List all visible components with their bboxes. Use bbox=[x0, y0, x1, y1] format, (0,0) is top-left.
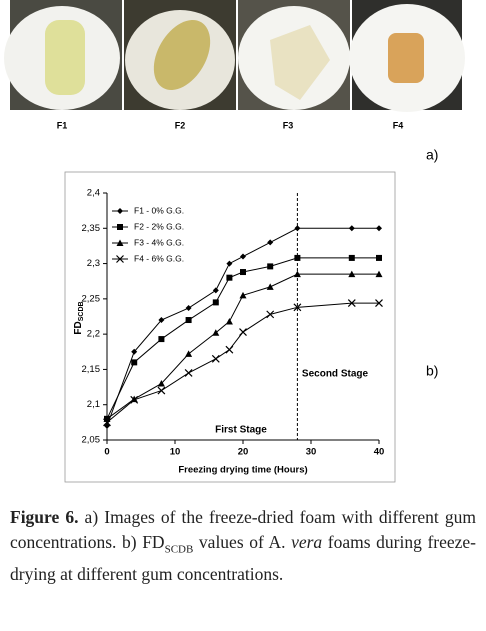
marker-diamond bbox=[226, 260, 233, 267]
marker-x bbox=[266, 310, 275, 319]
marker-square bbox=[212, 299, 219, 306]
annotation: First Stage bbox=[215, 425, 267, 436]
marker-triangle bbox=[157, 380, 165, 387]
y-label-sub: SCDB bbox=[78, 301, 85, 321]
marker-x bbox=[103, 418, 111, 427]
x-tick-label: 10 bbox=[170, 447, 181, 458]
x-tick-label: 0 bbox=[104, 447, 109, 458]
x-tick-label: 30 bbox=[306, 447, 317, 458]
legend-label: F4 - 6% G.G. bbox=[134, 253, 184, 263]
caption-text: foams during freeze-drying at different … bbox=[10, 531, 476, 584]
marker-diamond bbox=[294, 225, 301, 232]
marker-x bbox=[184, 369, 193, 377]
y-tick-label: 2,1 bbox=[87, 399, 100, 410]
photo-label: F2 bbox=[175, 120, 186, 130]
marker-square bbox=[348, 254, 355, 261]
marker-square bbox=[267, 263, 274, 270]
marker-square bbox=[240, 269, 246, 276]
legend-label: F3 - 4% G.G. bbox=[134, 237, 184, 247]
marker-x bbox=[211, 354, 220, 363]
x-axis-label: Freezing drying time (Hours) bbox=[178, 465, 307, 476]
marker-diamond bbox=[158, 317, 165, 324]
legend-label: F1 - 0% G.G. bbox=[134, 205, 184, 215]
y-tick-label: 2,15 bbox=[82, 364, 101, 375]
figure: F1 F2 F3 F4 a) b) Freezing drying time (… bbox=[4, 0, 465, 483]
caption-label: Figure 6. bbox=[10, 507, 79, 527]
legend-label: F2 - 2% G.G. bbox=[134, 221, 184, 231]
marker-x bbox=[375, 299, 383, 308]
marker-triangle bbox=[348, 270, 356, 278]
marker-diamond bbox=[117, 208, 123, 214]
panel-label: a) bbox=[426, 147, 438, 163]
chart-frame bbox=[64, 171, 396, 483]
marker-triangle bbox=[212, 329, 220, 336]
caption-text: values of A. bbox=[193, 531, 292, 552]
x-tick-label: 40 bbox=[374, 447, 385, 458]
y-tick-label: 2,25 bbox=[82, 293, 101, 304]
marker-square bbox=[185, 317, 192, 324]
annotation: Second Stage bbox=[302, 369, 369, 380]
y-tick-label: 2,35 bbox=[82, 223, 101, 234]
marker-square bbox=[131, 359, 138, 366]
caption-italic: vera bbox=[291, 531, 323, 552]
y-tick-label: 2,3 bbox=[87, 258, 100, 269]
marker-x bbox=[239, 328, 247, 336]
caption: Figure 6. a) Images of the freeze-dried … bbox=[10, 505, 476, 586]
marker-square bbox=[226, 274, 233, 281]
marker-x bbox=[225, 345, 234, 354]
marker-triangle bbox=[116, 239, 124, 246]
caption-text: a) Images of the freeze-dried foam with … bbox=[10, 507, 476, 552]
marker-x bbox=[130, 395, 139, 404]
marker-square bbox=[158, 336, 165, 343]
panel-label: b) bbox=[426, 363, 438, 379]
marker-square bbox=[376, 254, 382, 261]
photo-label: F3 bbox=[283, 120, 294, 130]
marker-diamond bbox=[376, 225, 382, 232]
y-tick-label: 2,2 bbox=[87, 329, 100, 340]
marker-square bbox=[294, 254, 301, 261]
marker-x bbox=[347, 299, 356, 308]
marker-triangle bbox=[185, 350, 193, 357]
marker-triangle bbox=[375, 270, 383, 278]
y-axis-label: FDSCDB bbox=[73, 301, 85, 334]
marker-triangle bbox=[239, 291, 247, 299]
marker-triangle bbox=[293, 270, 301, 278]
marker-diamond bbox=[131, 348, 138, 355]
marker-square bbox=[117, 224, 123, 230]
marker-diamond bbox=[240, 253, 246, 260]
y-label-main: FD bbox=[73, 321, 84, 334]
photo-label: F1 bbox=[57, 120, 68, 130]
marker-triangle bbox=[266, 283, 274, 290]
caption-sub: SCDB bbox=[164, 543, 194, 555]
marker-diamond bbox=[267, 239, 274, 246]
marker-diamond bbox=[212, 287, 219, 294]
photo-label: F4 bbox=[393, 120, 404, 130]
marker-x bbox=[157, 386, 166, 395]
series-line bbox=[106, 302, 379, 423]
y-tick-label: 2,4 bbox=[87, 188, 100, 199]
marker-diamond bbox=[185, 305, 192, 312]
marker-x bbox=[116, 255, 124, 263]
y-tick-label: 2,05 bbox=[82, 435, 101, 446]
photos bbox=[4, 0, 465, 112]
marker-x bbox=[293, 303, 302, 312]
marker-diamond bbox=[348, 225, 355, 232]
x-tick-label: 20 bbox=[238, 447, 249, 458]
marker-triangle bbox=[130, 395, 138, 403]
marker-triangle bbox=[225, 317, 233, 325]
